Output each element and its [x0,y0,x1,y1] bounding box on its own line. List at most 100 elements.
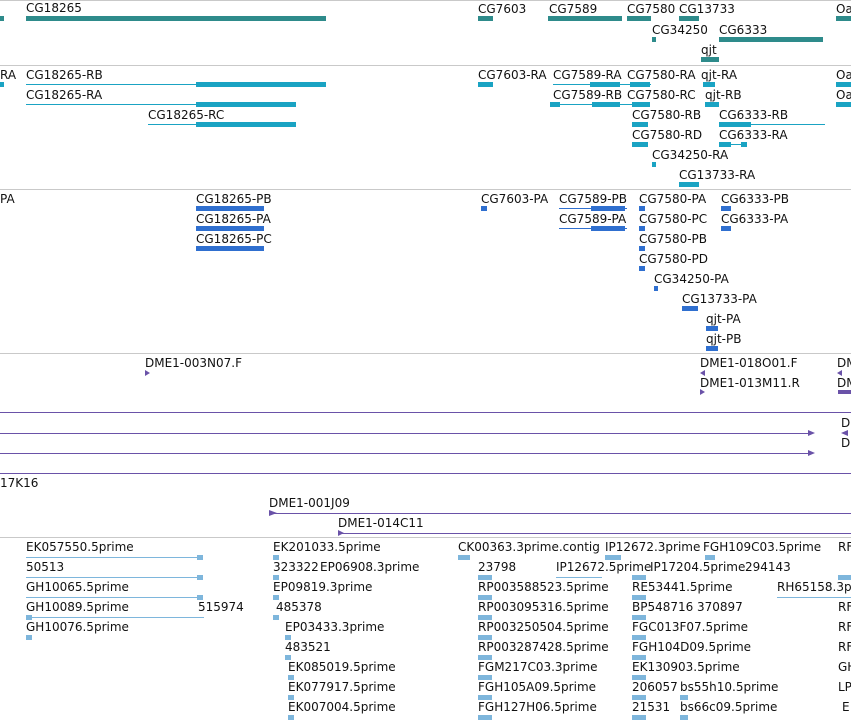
bac-clone[interactable] [269,513,851,514]
est-label[interactable]: FGC013F07.5prime [632,620,749,634]
est-label[interactable]: GH10065.5prime [26,580,129,594]
est-label[interactable]: 23798 [478,560,517,574]
gene-feature[interactable] [836,16,851,21]
est-label[interactable]: 21531 [632,700,671,714]
est-label[interactable]: RP003095316.5prime [478,600,609,614]
gene-label[interactable]: CG7589 [549,2,598,16]
est-label[interactable]: FGH105A09.5prime [478,680,597,694]
protein-feature[interactable] [639,246,645,251]
transcript-feature[interactable] [719,142,731,147]
est-label[interactable]: EK085019.5prime [288,660,396,674]
est-label[interactable]: 206057 [632,680,678,694]
protein-label[interactable]: CG7580-PC [639,212,708,226]
transcript-label[interactable]: CG6333-RA [719,128,788,142]
est-label[interactable]: 483521 [285,640,331,654]
clone-end-marker[interactable] [145,370,150,376]
est-feature[interactable] [478,635,492,640]
est-feature[interactable] [273,555,279,560]
transcript-label[interactable]: CG34250-RA [652,148,729,162]
est-label[interactable]: 323322 [273,560,319,574]
est-label[interactable]: GH10089.5prime [26,600,129,614]
gene-label[interactable]: CG18265 [26,1,82,15]
est-alignment[interactable] [26,597,202,598]
protein-label[interactable]: CG6333-PA [721,212,789,226]
est-label[interactable]: LP [838,680,851,694]
protein-label[interactable]: PA [0,192,15,206]
gene-label[interactable]: CG34250 [652,23,708,37]
est-feature[interactable] [458,555,470,560]
gene-label[interactable]: CG6333 [719,23,768,37]
est-label[interactable]: 294143 [745,560,791,574]
est-label[interactable]: EK130903.5prime [632,660,740,674]
est-label[interactable]: bs66c09.5prime [680,700,778,714]
clone-end-marker[interactable] [838,390,851,394]
est-feature[interactable] [478,595,492,600]
est-feature[interactable] [632,575,646,580]
est-label[interactable]: 370897 [697,600,743,614]
transcript-label[interactable]: qjt-RA [701,68,738,82]
protein-label[interactable]: qjt-PA [706,312,741,326]
clone-end-label[interactable]: DME1-018O01.F [700,356,798,370]
protein-feature[interactable] [721,226,731,231]
gene-feature[interactable] [701,57,719,62]
est-feature[interactable] [478,695,492,700]
gene-label[interactable]: Oa [836,2,851,16]
transcript-feature[interactable] [836,102,851,107]
protein-label[interactable]: CG6333-PB [721,192,790,206]
transcript-label[interactable]: CG13733-RA [679,168,756,182]
gene-feature[interactable] [548,16,622,21]
transcript-label[interactable]: CG7603-RA [478,68,547,82]
transcript-label[interactable]: Oa [836,88,851,102]
bac-clone[interactable] [0,433,812,434]
gene-label[interactable]: CG13733 [679,2,735,16]
transcript-label[interactable]: CG7580-RC [627,88,696,102]
bac-clone[interactable] [338,533,851,534]
est-label[interactable]: RF [838,620,851,634]
transcript-feature[interactable] [632,102,650,107]
gene-label[interactable]: qjt [701,43,717,57]
est-feature[interactable] [478,715,492,720]
protein-feature[interactable] [706,346,718,351]
est-feature[interactable] [632,595,646,600]
est-label[interactable]: FGM217C03.3prime [478,660,598,674]
protein-label[interactable]: CG13733-PA [682,292,757,306]
protein-label[interactable]: CG7580-PB [639,232,708,246]
gene-feature[interactable] [478,16,493,21]
clone-end-marker[interactable] [700,370,705,376]
est-feature[interactable] [478,655,492,660]
bac-clone[interactable] [0,453,812,454]
est-label[interactable]: EK057550.5prime [26,540,134,554]
transcript-label[interactable]: CG7580-RA [627,68,696,82]
transcript-feature[interactable] [196,102,296,107]
est-feature[interactable] [273,615,279,620]
est-alignment[interactable] [777,597,851,598]
protein-label[interactable]: CG7603-PA [481,192,549,206]
protein-label[interactable]: CG7580-PA [639,192,707,206]
est-feature[interactable] [680,695,688,700]
est-label[interactable]: RP003250504.5prime [478,620,609,634]
protein-feature[interactable] [721,206,731,211]
est-label[interactable]: RP003588523.5prime [478,580,609,594]
transcript-feature[interactable] [705,102,719,107]
protein-feature[interactable] [682,306,698,311]
est-feature[interactable] [197,575,203,580]
est-label[interactable]: 485378 [276,600,322,614]
transcript-feature[interactable] [550,102,560,107]
protein-label[interactable]: CG7580-PD [639,252,709,266]
transcript-label[interactable]: CG7589-RB [553,88,623,102]
gene-feature[interactable] [26,16,326,21]
est-alignment[interactable] [26,617,204,618]
est-label[interactable]: EP06908.3prime [320,560,420,574]
transcript-feature[interactable] [632,142,648,147]
est-label[interactable]: RF [838,600,851,614]
est-feature[interactable] [632,695,646,700]
est-label[interactable]: EP03433.3prime [285,620,385,634]
est-label[interactable]: IP12672.5prime [556,560,652,574]
clone-end-label[interactable]: DM [837,376,851,390]
est-alignment[interactable] [556,577,602,578]
transcript-feature[interactable] [196,122,296,127]
gene-feature[interactable] [652,37,656,42]
gene-label[interactable]: CG7580 [627,2,676,16]
est-feature[interactable] [288,675,294,680]
est-feature[interactable] [632,655,646,660]
